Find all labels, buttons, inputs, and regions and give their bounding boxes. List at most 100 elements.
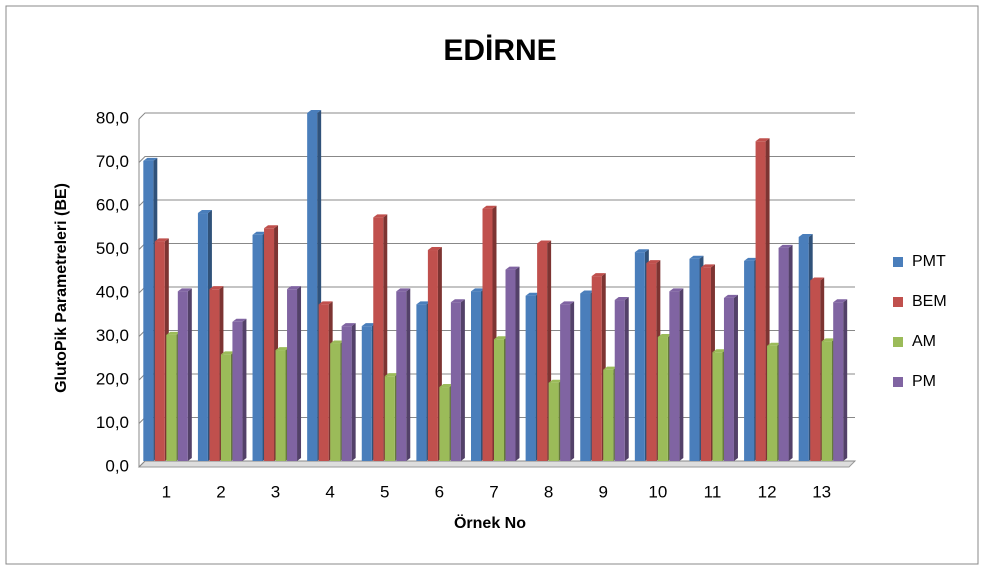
bar <box>591 276 602 461</box>
bar-top <box>450 299 465 303</box>
bar-top <box>755 138 770 142</box>
bar-top <box>712 349 727 353</box>
bar <box>384 376 395 461</box>
bar-side <box>679 288 684 461</box>
legend-label: PM <box>912 373 936 390</box>
chart-title: EDİRNE <box>443 34 556 67</box>
bar <box>689 258 700 461</box>
bar-top <box>580 290 595 294</box>
bar <box>821 341 832 461</box>
bar <box>744 260 755 461</box>
bar-top <box>603 366 618 370</box>
bar <box>471 291 481 461</box>
bar-side <box>788 244 793 461</box>
bar <box>712 352 723 461</box>
bar <box>798 236 809 461</box>
plot-floor <box>137 460 857 468</box>
bar <box>646 263 657 461</box>
bar <box>580 293 591 461</box>
y-tick-label: 0,0 <box>105 456 129 475</box>
bar-side <box>351 323 356 461</box>
bar-top <box>689 255 704 259</box>
bar-top <box>373 214 388 218</box>
bar-top <box>505 266 520 270</box>
bar-top <box>821 338 836 342</box>
bar-top <box>252 231 267 235</box>
bar-side <box>843 299 848 461</box>
bar-top <box>396 288 411 292</box>
bar <box>143 160 154 461</box>
bar-top <box>154 238 169 242</box>
bar-side <box>187 288 192 461</box>
bar-top <box>220 351 235 355</box>
bar <box>307 113 318 461</box>
bar <box>416 304 427 461</box>
bar <box>275 350 286 461</box>
bar <box>810 280 821 461</box>
y-tick-label: 70,0 <box>96 152 129 171</box>
x-tick-label: 7 <box>489 482 498 501</box>
bar <box>341 326 352 461</box>
x-tick-label: 2 <box>216 482 225 501</box>
x-tick-label: 1 <box>162 482 171 501</box>
bar-top <box>166 331 181 335</box>
bar <box>287 289 298 461</box>
bar-side <box>242 318 247 461</box>
x-tick-label: 3 <box>271 482 280 501</box>
bar-top <box>634 249 649 253</box>
bar <box>232 321 243 461</box>
x-axis-label: Örnek No <box>454 513 526 532</box>
bar <box>560 304 571 461</box>
y-tick-label: 10,0 <box>96 413 129 432</box>
bar-top <box>341 323 356 327</box>
bar-top <box>798 233 813 237</box>
bar <box>494 339 504 461</box>
bar <box>634 252 645 461</box>
bar-top <box>197 210 212 214</box>
grid-line <box>138 112 855 120</box>
bar <box>220 354 231 461</box>
bar <box>197 213 208 461</box>
bar-top <box>669 288 684 292</box>
y-tick-label: 20,0 <box>96 369 129 388</box>
y-tick-label: 80,0 <box>96 108 129 127</box>
y-tick-label: 50,0 <box>96 239 129 258</box>
y-tick-label: 60,0 <box>96 195 129 214</box>
x-tick-label: 11 <box>704 482 722 501</box>
bar <box>755 141 766 461</box>
bar-top <box>700 264 715 268</box>
bar <box>669 291 680 461</box>
bar-top <box>614 297 629 301</box>
y-tick-label: 30,0 <box>96 326 129 345</box>
bar-side <box>460 299 465 461</box>
bar-top <box>318 301 333 305</box>
legend-label: AM <box>912 333 936 350</box>
bar-side <box>570 301 575 461</box>
x-tick-label: 12 <box>758 482 777 501</box>
x-tick-label: 10 <box>648 482 667 501</box>
y-tick-label: 40,0 <box>96 282 129 301</box>
bar-top <box>548 379 563 383</box>
bar <box>537 243 548 461</box>
bar <box>505 269 516 461</box>
bar-top <box>646 260 661 264</box>
x-tick-label: 8 <box>544 482 553 501</box>
bar-top <box>439 384 454 388</box>
bar-top <box>384 373 399 377</box>
bar <box>373 217 384 461</box>
bar-top <box>560 301 575 305</box>
bar <box>723 297 734 461</box>
bar <box>657 337 668 461</box>
bar <box>330 343 341 461</box>
bar-top <box>833 299 848 303</box>
legend-swatch <box>893 337 903 347</box>
legend-swatch <box>893 257 903 267</box>
x-tick-label: 6 <box>435 482 444 501</box>
bar-top <box>330 340 345 344</box>
bar <box>833 302 844 461</box>
bar <box>361 326 372 461</box>
bar-top <box>361 323 376 327</box>
bar <box>166 334 177 461</box>
bar-top <box>744 257 759 261</box>
